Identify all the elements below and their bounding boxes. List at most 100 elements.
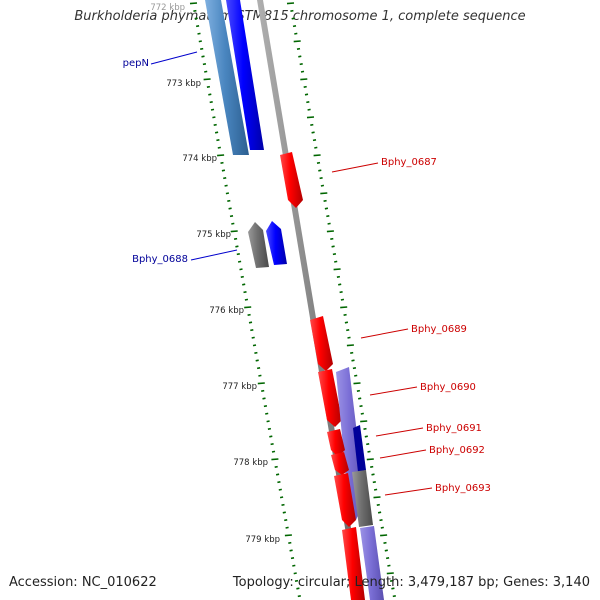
minor-tick-mark (235, 245, 239, 248)
major-tick-mark (380, 534, 388, 537)
gene-block-Bphy_0689[interactable] (310, 316, 333, 371)
gene-block-Bphy_0692-b[interactable] (331, 452, 349, 475)
minor-tick-mark (240, 275, 244, 278)
gene-block-Bphy_0693[interactable] (334, 473, 356, 527)
topology-summary-text: Topology: circular; Length: 3,479,187 bp… (232, 575, 590, 590)
major-tick-mark (346, 344, 354, 347)
gene-label-Bphy_0693[interactable]: Bphy_0693 (435, 483, 491, 494)
minor-tick-mark (201, 55, 205, 58)
major-tick-mark (257, 382, 265, 385)
minor-tick-mark (307, 108, 311, 111)
gene-block-Bphy_0693-grey[interactable] (352, 470, 373, 527)
minor-tick-mark (200, 47, 204, 50)
scale-label: 778 kbp (233, 458, 268, 468)
minor-tick-mark (292, 25, 297, 28)
minor-tick-mark (247, 313, 251, 316)
gene-label-pepN[interactable]: pepN (123, 58, 149, 69)
minor-tick-mark (255, 359, 259, 362)
minor-tick-mark (212, 116, 216, 119)
minor-tick-mark (209, 101, 213, 104)
gene-block-lower-lavender[interactable] (360, 526, 384, 600)
minor-tick-mark (292, 564, 296, 567)
minor-tick-mark (258, 374, 262, 377)
gene-block-Bphy_0688[interactable] (266, 221, 287, 265)
minor-tick-mark (314, 146, 318, 149)
scale-label: 773 kbp (166, 79, 201, 89)
minor-tick-mark (231, 222, 235, 225)
minor-tick-mark (229, 215, 234, 218)
minor-tick-mark (385, 557, 390, 560)
major-tick-mark (293, 40, 301, 43)
minor-tick-mark (237, 260, 242, 263)
map-title: Burkholderia phymatum STM815 chromosome … (74, 9, 526, 24)
scale-label: 776 kbp (209, 306, 244, 316)
major-tick-mark (300, 78, 308, 81)
gene-block-unlabeled-grey[interactable] (248, 222, 269, 268)
minor-tick-mark (293, 572, 297, 575)
gene-label-Bphy_0690[interactable]: Bphy_0690 (420, 382, 476, 393)
gene-block-Bphy_0690[interactable] (318, 369, 342, 427)
minor-tick-mark (340, 298, 345, 301)
minor-tick-mark (198, 40, 202, 43)
major-tick-mark (340, 306, 348, 309)
minor-tick-mark (391, 587, 395, 590)
gene-block-Bphy_0687[interactable] (280, 152, 303, 208)
gene-block-lower-red[interactable] (342, 527, 365, 600)
gene-label-Bphy_0692[interactable]: Bphy_0692 (429, 445, 485, 456)
minor-tick-mark (266, 420, 270, 423)
minor-tick-mark (344, 321, 349, 324)
minor-tick-mark (214, 131, 219, 134)
minor-tick-mark (356, 389, 361, 392)
minor-tick-mark (193, 9, 197, 12)
major-tick-mark (189, 2, 198, 5)
minor-tick-mark (261, 389, 265, 392)
minor-tick-mark (376, 503, 380, 506)
minor-tick-mark (288, 541, 292, 544)
gene-label-Bphy_0687[interactable]: Bphy_0687 (381, 157, 437, 168)
accession-text: Accession: NC_010622 (9, 575, 157, 590)
gene-label-Bphy_0688[interactable]: Bphy_0688 (132, 254, 188, 265)
inner-tick-ring (189, 2, 301, 598)
gene-block-pepN-upstream (205, 0, 249, 155)
minor-tick-mark (350, 351, 354, 354)
minor-tick-mark (354, 374, 358, 377)
major-tick-mark (271, 458, 279, 461)
minor-tick-mark (324, 207, 329, 210)
major-tick-mark (366, 458, 374, 461)
gene-label-Bphy_0691[interactable]: Bphy_0691 (426, 423, 482, 434)
major-tick-mark (373, 496, 381, 499)
minor-tick-mark (336, 275, 341, 278)
major-tick-mark (386, 572, 394, 575)
minor-tick-mark (387, 564, 391, 567)
minor-tick-mark (334, 260, 338, 263)
gene-label-Bphy_0689[interactable]: Bphy_0689 (411, 324, 467, 335)
minor-tick-mark (228, 207, 232, 210)
minor-tick-mark (254, 351, 258, 354)
minor-tick-mark (275, 473, 280, 476)
gene-block-Bphy_0692[interactable] (327, 429, 345, 457)
gene-block-Bphy_0691[interactable] (353, 425, 366, 472)
minor-tick-mark (331, 245, 335, 248)
minor-tick-mark (282, 511, 286, 514)
minor-tick-mark (256, 367, 261, 370)
minor-tick-mark (284, 519, 288, 522)
minor-tick-mark (216, 139, 220, 142)
major-tick-mark (244, 306, 252, 309)
minor-tick-mark (389, 579, 394, 582)
minor-tick-mark (366, 443, 370, 446)
minor-tick-mark (281, 503, 285, 506)
minor-tick-mark (367, 450, 371, 453)
minor-tick-mark (363, 427, 367, 430)
minor-tick-mark (220, 161, 224, 164)
scale-label: 772 kbp (150, 3, 185, 13)
minor-tick-mark (227, 199, 231, 202)
major-tick-mark (313, 154, 321, 157)
minor-tick-mark (304, 93, 309, 96)
minor-tick-mark (204, 70, 208, 73)
minor-tick-mark (243, 291, 247, 294)
gene-block-pepN[interactable] (226, 0, 264, 150)
minor-tick-mark (278, 488, 282, 491)
minor-tick-mark (297, 595, 301, 598)
minor-tick-mark (312, 139, 317, 142)
